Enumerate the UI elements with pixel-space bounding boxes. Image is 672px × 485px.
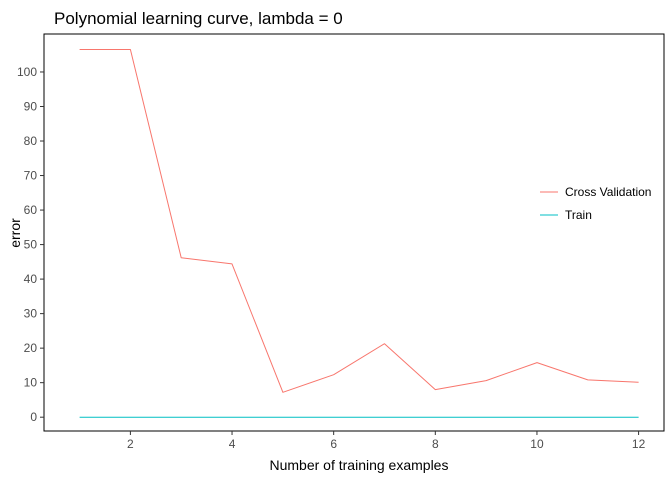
x-tick-label: 6 xyxy=(330,437,337,451)
chart-title: Polynomial learning curve, lambda = 0 xyxy=(54,9,343,28)
y-tick-label: 10 xyxy=(24,376,38,390)
plot-panel xyxy=(43,33,665,432)
y-tick-label: 100 xyxy=(17,65,37,79)
y-tick-label: 50 xyxy=(24,238,38,252)
x-tick-label: 4 xyxy=(229,437,236,451)
legend-label-train: Train xyxy=(565,208,592,222)
x-tick-label: 12 xyxy=(632,437,646,451)
x-axis: 2 4 6 8 10 12 xyxy=(127,431,646,451)
x-tick-label: 8 xyxy=(432,437,439,451)
x-tick-label: 2 xyxy=(127,437,134,451)
y-tick-label: 70 xyxy=(24,169,38,183)
series-lines xyxy=(79,49,639,418)
y-axis-title: error xyxy=(7,218,23,248)
y-tick-label: 90 xyxy=(24,99,38,113)
y-tick-label: 30 xyxy=(24,307,38,321)
y-tick-label: 60 xyxy=(24,203,38,217)
y-axis: 0 10 20 30 40 50 60 70 80 90 100 xyxy=(17,65,44,424)
x-axis-title: Number of training examples xyxy=(270,457,449,473)
y-tick-label: 20 xyxy=(24,341,38,355)
y-tick-label: 80 xyxy=(24,134,38,148)
series-line-cross-validation xyxy=(79,49,639,393)
y-tick-label: 40 xyxy=(24,272,38,286)
legend-label-cross-validation: Cross Validation xyxy=(565,185,651,199)
y-tick-label: 0 xyxy=(30,410,37,424)
x-tick-label: 10 xyxy=(530,437,544,451)
legend: Cross Validation Train xyxy=(540,185,651,222)
